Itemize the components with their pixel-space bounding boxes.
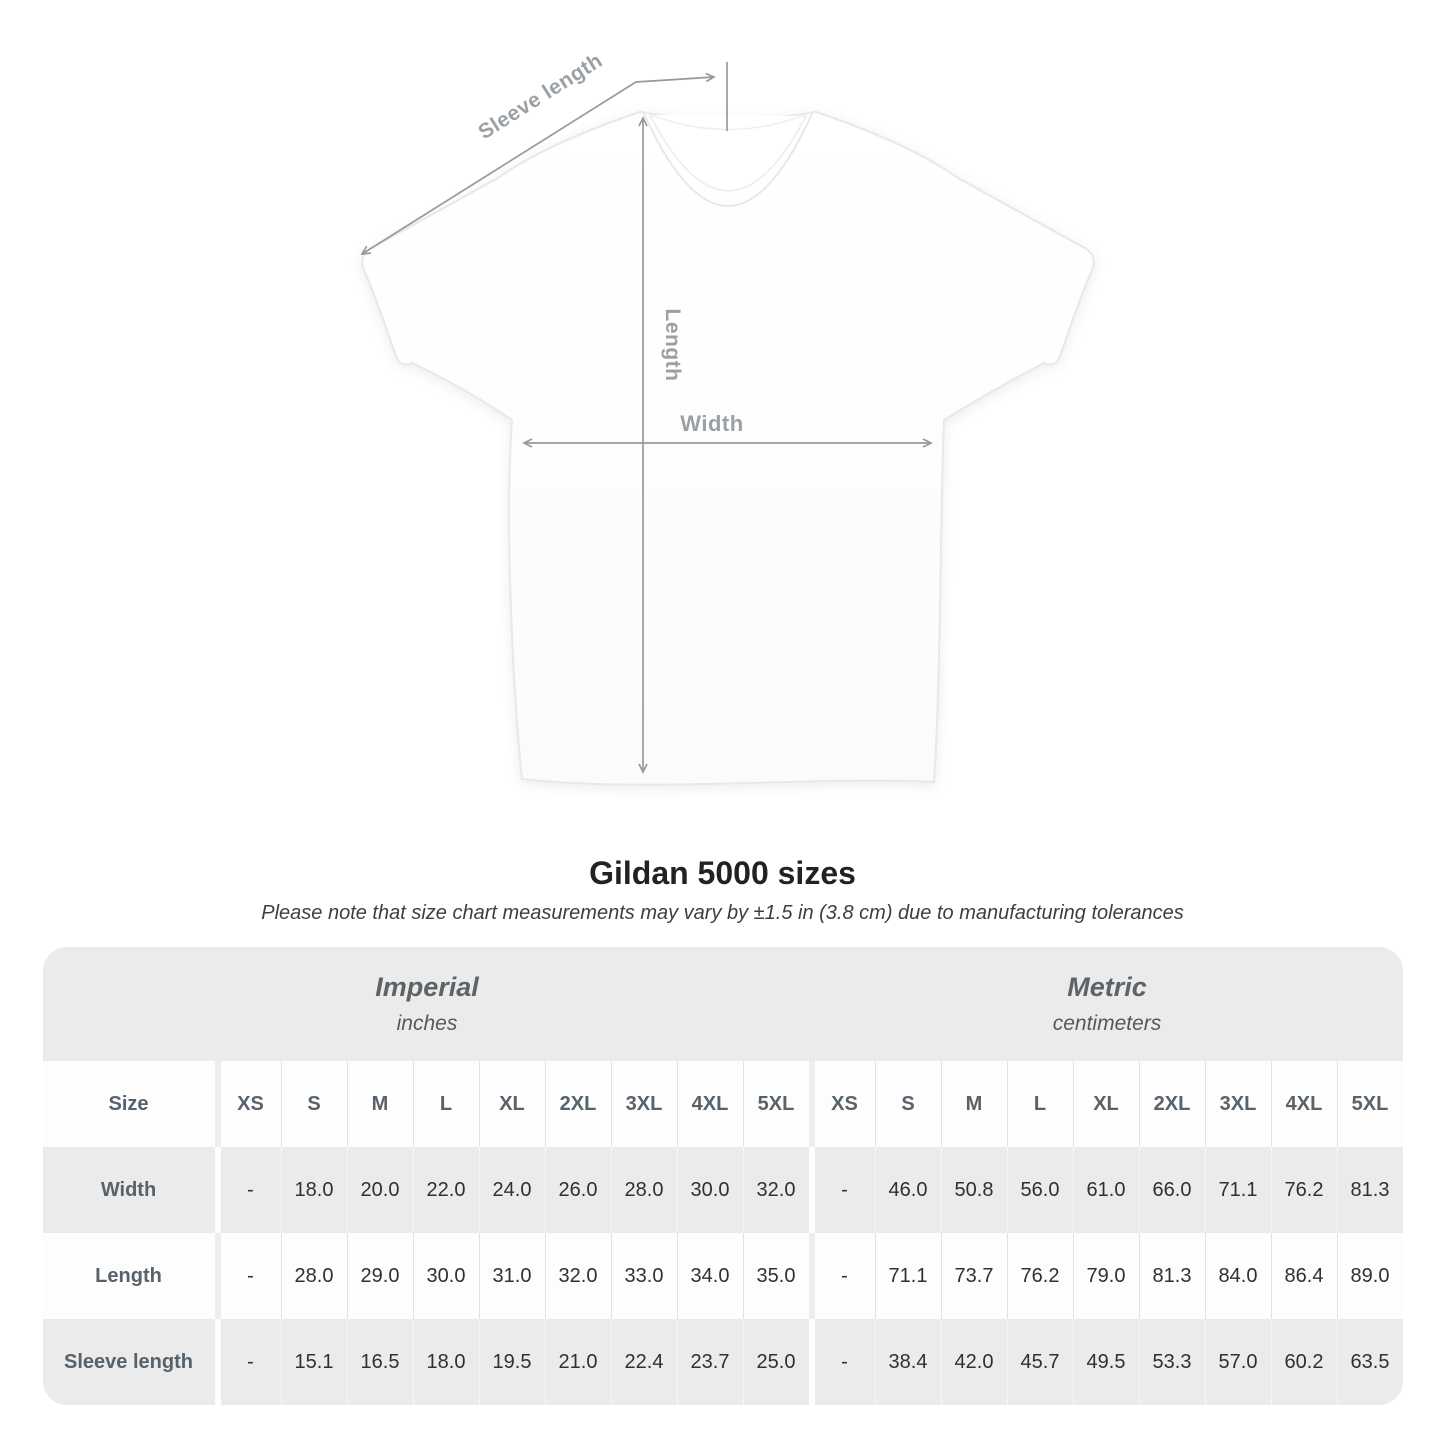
value-cell: - <box>214 1319 281 1405</box>
value-cell: 24.0 <box>478 1147 545 1233</box>
value-cell: 30.0 <box>676 1147 743 1233</box>
column-header-metric-2xl: 2XL <box>1138 1061 1205 1147</box>
value-cell: 26.0 <box>544 1147 611 1233</box>
row-label: Sleeve length <box>64 1350 193 1373</box>
column-header-metric-s: S <box>874 1061 941 1147</box>
value-cell: 25.0 <box>742 1319 809 1405</box>
value-cell: 19.5 <box>478 1319 545 1405</box>
column-header-metric-m: M <box>940 1061 1007 1147</box>
metric-unit-header: Metric centimeters <box>812 972 1403 1036</box>
value-cell: 30.0 <box>412 1233 479 1319</box>
value-cell: 22.0 <box>412 1147 479 1233</box>
tshirt-graphic <box>361 110 1095 786</box>
value-cell: - <box>808 1233 875 1319</box>
value-cell: 50.8 <box>940 1147 1007 1233</box>
value-cell: 66.0 <box>1138 1147 1205 1233</box>
value-cell: 32.0 <box>544 1233 611 1319</box>
value-cell: 35.0 <box>742 1233 809 1319</box>
size-table: Imperial inches Metric centimeters Size X… <box>42 947 1403 1405</box>
value-cell: 57.0 <box>1204 1319 1271 1405</box>
metric-label: Metric <box>1067 972 1147 1002</box>
value-cell: 18.0 <box>412 1319 479 1405</box>
value-cell: 34.0 <box>676 1233 743 1319</box>
value-cell: 76.2 <box>1006 1233 1073 1319</box>
value-cell: 71.1 <box>1204 1147 1271 1233</box>
value-cell: 21.0 <box>544 1319 611 1405</box>
measurement-row-sleeve-length: Sleeve length -15.1 16.5 18.0 19.5 21.0 22.4 23… <box>42 1319 1403 1405</box>
column-header-metric-3xl: 3XL <box>1204 1061 1271 1147</box>
value-cell: 81.3 <box>1138 1233 1205 1319</box>
value-cell: 56.0 <box>1006 1147 1073 1233</box>
value-cell: 81.3 <box>1336 1147 1403 1233</box>
measurement-row-length: Length -28.0 29.0 30.0 31.0 32.0 33.0 34.0 35.0-… <box>42 1233 1403 1319</box>
measurement-row-width: Width -18.0 20.0 22.0 24.0 26.0 28.0 30.0 32.0-4… <box>42 1147 1403 1233</box>
size-grid: Size XS S M L XL 2XL 3XL 4XL 5XL XS S M L XL 2XL 3XL 4XL 5… <box>42 1061 1403 1405</box>
value-cell: - <box>808 1147 875 1233</box>
value-cell: 23.7 <box>676 1319 743 1405</box>
column-header-imperial-2xl: 2XL <box>544 1061 611 1147</box>
width-label: Width <box>680 411 743 436</box>
value-cell: - <box>214 1147 281 1233</box>
column-header-imperial-xs: XS <box>214 1061 281 1147</box>
column-header-metric-4xl: 4XL <box>1270 1061 1337 1147</box>
value-cell: 61.0 <box>1072 1147 1139 1233</box>
value-cell: 46.0 <box>874 1147 941 1233</box>
value-cell: 29.0 <box>346 1233 413 1319</box>
tshirt-measurement-svg: Sleeve length Length Width <box>360 49 1095 786</box>
value-cell: 28.0 <box>610 1147 677 1233</box>
column-header-imperial-s: S <box>280 1061 347 1147</box>
value-cell: 20.0 <box>346 1147 413 1233</box>
length-label: Length <box>661 309 684 382</box>
column-header-metric-5xl: 5XL <box>1336 1061 1403 1147</box>
row-label: Width <box>100 1178 157 1201</box>
tolerance-note: Please note that size chart measurements… <box>261 902 1184 924</box>
value-cell: - <box>808 1319 875 1405</box>
imperial-label: Imperial <box>375 972 479 1002</box>
value-cell: 53.3 <box>1138 1319 1205 1405</box>
value-cell: 18.0 <box>280 1147 347 1233</box>
value-cell: 76.2 <box>1270 1147 1337 1233</box>
value-cell: 84.0 <box>1204 1233 1271 1319</box>
value-cell: 60.2 <box>1270 1319 1337 1405</box>
column-header-metric-xs: XS <box>808 1061 875 1147</box>
table-header-row: Size XS S M L XL 2XL 3XL 4XL 5XL XS S M L XL 2XL 3XL 4XL 5… <box>42 1061 1403 1147</box>
value-cell: 63.5 <box>1336 1319 1403 1405</box>
value-cell: 86.4 <box>1270 1233 1337 1319</box>
imperial-unit-header: Imperial inches <box>43 972 812 1036</box>
units-header-row: Imperial inches Metric centimeters <box>43 947 1403 1061</box>
column-header-imperial-m: M <box>346 1061 413 1147</box>
page-title: Gildan 5000 sizes <box>589 855 856 891</box>
value-cell: 16.5 <box>346 1319 413 1405</box>
sleeve-length-annotation <box>360 62 728 256</box>
column-header-imperial-xl: XL <box>478 1061 545 1147</box>
value-cell: - <box>214 1233 281 1319</box>
value-cell: 32.0 <box>742 1147 809 1233</box>
size-guide-illustration: Sleeve length Length Width <box>360 49 1095 786</box>
value-cell: 79.0 <box>1072 1233 1139 1319</box>
metric-unit: centimeters <box>1052 1012 1162 1035</box>
column-header-imperial-5xl: 5XL <box>742 1061 809 1147</box>
imperial-unit: inches <box>396 1012 458 1035</box>
sleeve-length-label: Sleeve length <box>474 49 606 144</box>
value-cell: 31.0 <box>478 1233 545 1319</box>
column-header-metric-xl: XL <box>1072 1061 1139 1147</box>
value-cell: 15.1 <box>280 1319 347 1405</box>
value-cell: 33.0 <box>610 1233 677 1319</box>
column-header-metric-l: L <box>1006 1061 1073 1147</box>
size-column-header: Size <box>108 1092 149 1115</box>
value-cell: 42.0 <box>940 1319 1007 1405</box>
value-cell: 38.4 <box>874 1319 941 1405</box>
value-cell: 73.7 <box>940 1233 1007 1319</box>
column-header-imperial-l: L <box>412 1061 479 1147</box>
value-cell: 89.0 <box>1336 1233 1403 1319</box>
value-cell: 71.1 <box>874 1233 941 1319</box>
value-cell: 49.5 <box>1072 1319 1139 1405</box>
column-header-imperial-3xl: 3XL <box>610 1061 677 1147</box>
value-cell: 28.0 <box>280 1233 347 1319</box>
row-label: Length <box>95 1264 162 1287</box>
value-cell: 45.7 <box>1006 1319 1073 1405</box>
value-cell: 22.4 <box>610 1319 677 1405</box>
column-header-imperial-4xl: 4XL <box>676 1061 743 1147</box>
